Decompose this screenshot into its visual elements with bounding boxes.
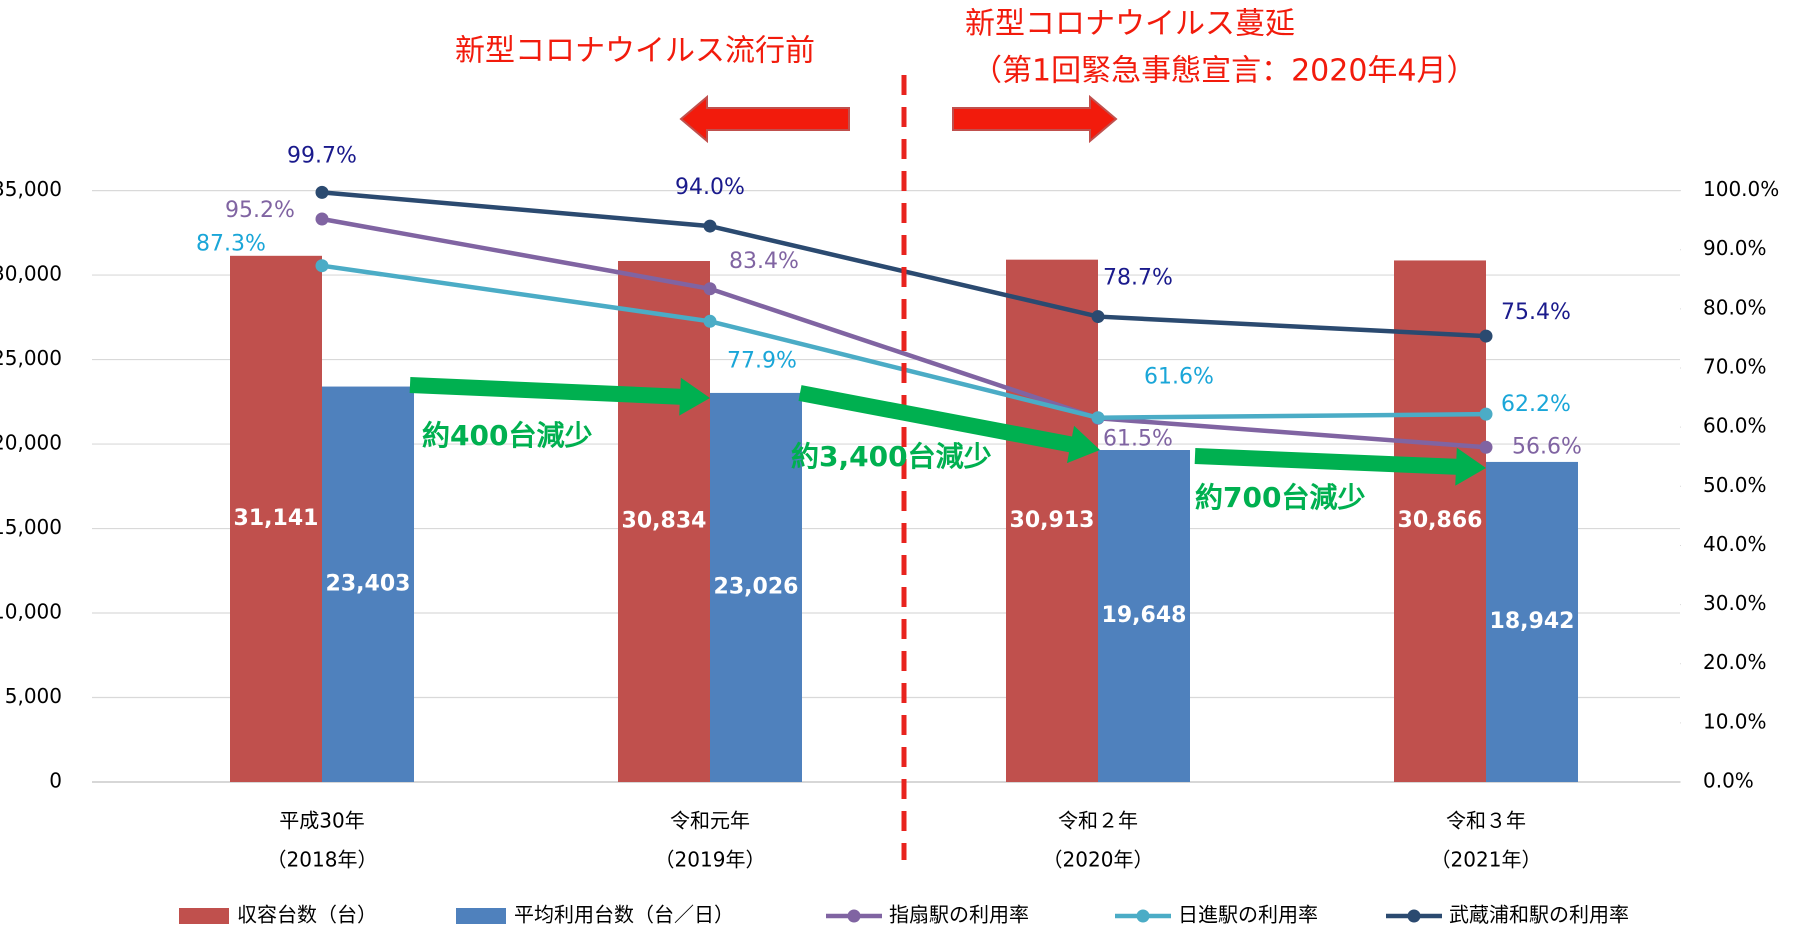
y2-tick-label: 20.0% <box>1703 650 1767 674</box>
legend-label: 武蔵浦和駅の利用率 <box>1449 903 1629 927</box>
line-marker <box>703 282 717 296</box>
decrease-arrow <box>1194 447 1486 486</box>
y-tick-label: 5,000 <box>5 684 62 708</box>
bar <box>1006 259 1098 782</box>
legend: 収容台数（台） 平均利用台数（台／日） 指扇駅の利用率 日進駅の利用率 武蔵浦和駅の利用… <box>179 903 1629 927</box>
bar-label: 19,648 <box>1102 603 1187 628</box>
y2-tick-label: 50.0% <box>1703 473 1767 497</box>
line-marker <box>1479 329 1493 343</box>
line-marker <box>703 314 717 328</box>
x-tick-label: 令和元年 <box>670 809 750 833</box>
line-label: 61.5% <box>1103 426 1173 451</box>
y-tick-label: 30,000 <box>0 262 62 286</box>
line-marker <box>703 219 717 233</box>
annotation: 約700台減少 <box>1195 481 1365 514</box>
annotations: 新型コロナウイルス流行前 新型コロナウイルス蔓延 （第1回緊急事態宣言：2020… <box>455 7 1477 860</box>
legend-swatch <box>456 908 506 924</box>
line-label: 83.4% <box>729 249 799 274</box>
legend-label: 平均利用台数（台／日） <box>514 903 734 927</box>
line-marker <box>315 259 329 273</box>
x-tick-label: （2021年） <box>1431 848 1542 872</box>
y2-tick-label: 0.0% <box>1703 769 1754 793</box>
legend-swatch <box>1407 909 1421 923</box>
bar-label: 23,403 <box>326 571 411 596</box>
y-tick-label: 25,000 <box>0 346 62 370</box>
x-tick-label: （2020年） <box>1043 848 1154 872</box>
right-arrow <box>952 94 1118 144</box>
line-marker <box>1091 411 1105 425</box>
left-arrow <box>679 94 850 144</box>
line-marker <box>315 212 329 226</box>
y2-tick-label: 100.0% <box>1703 177 1779 201</box>
bar <box>1098 450 1190 782</box>
line-label: 75.4% <box>1501 300 1571 325</box>
bar-label: 30,866 <box>1398 508 1483 533</box>
line-label: 99.7% <box>287 143 357 168</box>
bar <box>322 386 414 782</box>
bar-label: 18,942 <box>1490 609 1575 634</box>
bar <box>1394 260 1486 783</box>
x-tick-label: （2018年） <box>267 848 378 872</box>
y-tick-label: 0 <box>49 769 62 793</box>
annotation: 新型コロナウイルス蔓延 <box>965 7 1295 42</box>
x-tick-label: 令和３年 <box>1446 809 1526 833</box>
line-marker <box>1091 310 1105 324</box>
bar-label: 30,834 <box>622 508 707 533</box>
y2-tick-label: 70.0% <box>1703 355 1767 379</box>
annotation: 約400台減少 <box>422 419 592 452</box>
x-tick-label: 令和２年 <box>1058 809 1138 833</box>
line-label: 95.2% <box>225 198 295 223</box>
decrease-arrow <box>798 385 1100 464</box>
line-marker <box>1479 440 1493 454</box>
y-tick-label: 15,000 <box>0 515 62 539</box>
line-label: 87.3% <box>196 232 266 257</box>
y-tick-label: 35,000 <box>0 177 62 201</box>
legend-label: 指扇駅の利用率 <box>889 903 1029 927</box>
line-label: 77.9% <box>727 348 797 373</box>
decrease-arrow <box>409 377 710 416</box>
line-label: 62.2% <box>1501 392 1571 417</box>
legend-swatch <box>1136 909 1150 923</box>
line-marker <box>315 185 329 199</box>
annotation: （第1回緊急事態宣言：2020年4月） <box>972 54 1477 89</box>
bar <box>618 260 710 782</box>
legend-label: 収容台数（台） <box>237 903 377 927</box>
legend-swatch <box>847 909 861 923</box>
y2-tick-label: 90.0% <box>1703 236 1767 260</box>
bar-label: 31,141 <box>234 506 319 531</box>
y-tick-label: 10,000 <box>0 600 62 624</box>
y2-tick-label: 60.0% <box>1703 414 1767 438</box>
bars: 31,141 30,834 30,913 30,866 23,403 23,026 19,6… <box>230 255 1578 783</box>
y-tick-label: 20,000 <box>0 431 62 455</box>
bar-label: 23,026 <box>714 574 799 599</box>
x-tick-label: 平成30年 <box>279 809 364 833</box>
y2-tick-label: 80.0% <box>1703 295 1767 319</box>
line <box>321 216 1487 450</box>
x-tick-label: （2019年） <box>655 848 766 872</box>
bar-label: 30,913 <box>1010 508 1095 533</box>
y2-tick-label: 30.0% <box>1703 591 1767 615</box>
legend-swatch <box>179 908 229 924</box>
legend-label: 日進駅の利用率 <box>1178 903 1318 927</box>
bar <box>1486 461 1578 782</box>
bar <box>710 392 802 782</box>
line-label: 56.6% <box>1512 434 1582 459</box>
line-label: 78.7% <box>1103 266 1173 291</box>
line-label: 61.6% <box>1144 365 1214 390</box>
annotation: 約3,400台減少 <box>791 440 992 473</box>
line-label: 94.0% <box>675 175 745 200</box>
y2-tick-label: 40.0% <box>1703 532 1767 556</box>
annotation: 新型コロナウイルス流行前 <box>455 34 815 69</box>
bar <box>230 255 322 782</box>
line-marker <box>1479 407 1493 421</box>
y2-tick-label: 10.0% <box>1703 709 1767 733</box>
